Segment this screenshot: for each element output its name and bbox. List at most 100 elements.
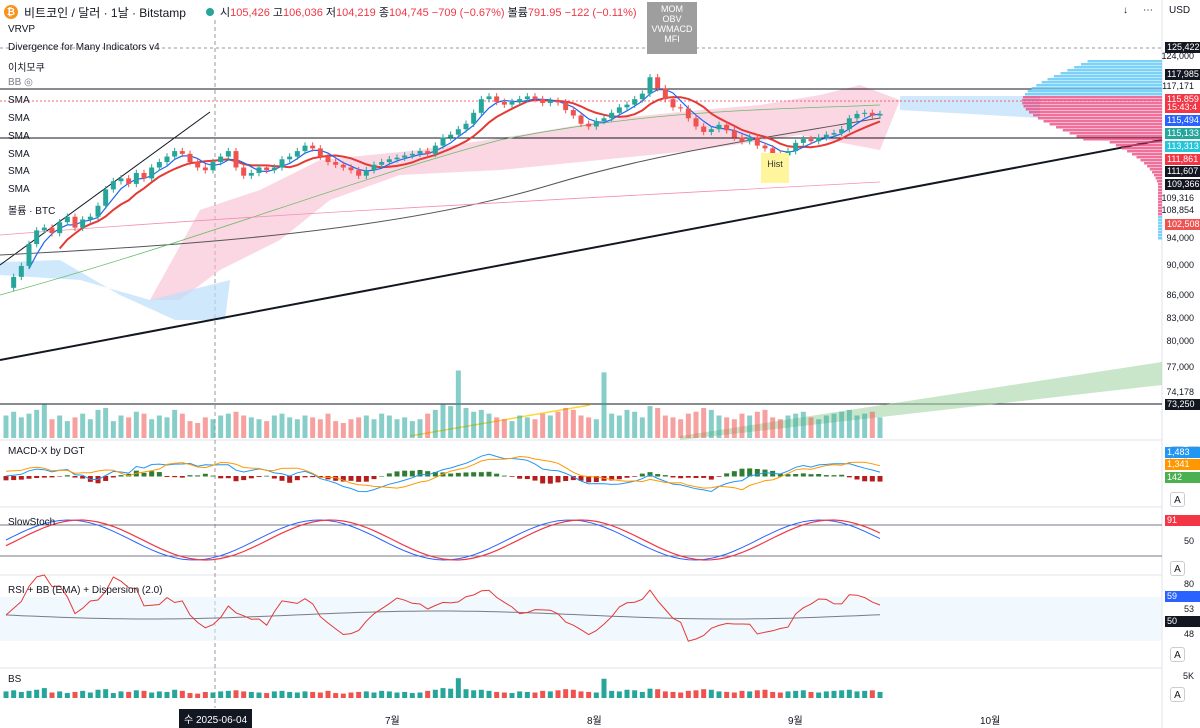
volume-bar <box>693 411 699 438</box>
candle-body <box>808 139 814 142</box>
macd-hist-bar <box>287 476 293 483</box>
candle-body <box>517 99 523 102</box>
candle-body <box>601 118 607 122</box>
rsi-basis-label: 50 <box>1165 616 1200 627</box>
macd-hist-bar <box>409 470 415 477</box>
indicator-sma-1[interactable]: SMA <box>8 95 30 106</box>
bs-bar <box>156 691 162 698</box>
ichimoku-cloud-blue-left <box>0 260 230 320</box>
volume-profile-bar <box>1158 210 1162 213</box>
volume-bar <box>478 409 484 438</box>
bs-bar <box>693 690 699 698</box>
candle-body <box>425 151 431 154</box>
volume-profile-bar <box>1158 219 1162 222</box>
indicator-bs[interactable]: BS <box>8 674 22 685</box>
volume-bar <box>471 411 477 438</box>
bs-bar <box>11 690 17 698</box>
bs-bar <box>586 691 592 698</box>
bs-bar <box>264 693 270 698</box>
candle-body <box>455 129 461 135</box>
candle-body <box>87 216 93 220</box>
bs-bar <box>256 692 262 698</box>
candle-body <box>869 112 875 116</box>
macd-hist-bar <box>371 476 377 480</box>
candle-body <box>202 167 208 171</box>
bs-bar <box>777 692 783 698</box>
candle-body <box>846 118 852 130</box>
candle-body <box>271 167 277 171</box>
candle-body <box>149 167 155 179</box>
candle-body <box>478 99 484 113</box>
volume-profile-bar <box>1056 126 1162 129</box>
bs-bar <box>563 689 569 698</box>
candle-body <box>509 101 515 105</box>
indicator-sma-2[interactable]: SMA <box>8 113 30 124</box>
volume-bar <box>839 411 845 438</box>
volume-bar <box>823 415 829 438</box>
candle-body <box>685 108 691 119</box>
stoch-auto-button[interactable]: A <box>1170 561 1185 576</box>
volume-profile-bar <box>1069 132 1162 135</box>
indicator-sma-4[interactable]: SMA <box>8 149 30 160</box>
price-label: 108,854 <box>1161 205 1194 215</box>
price-label: 83,000 <box>1166 313 1194 323</box>
scroll-down-icon[interactable]: ↓ <box>1123 5 1128 16</box>
bs-bar <box>724 691 730 698</box>
candle-body <box>831 133 837 135</box>
macd-auto-button[interactable]: A <box>1170 492 1185 507</box>
volume-profile-bar <box>1022 96 1162 99</box>
more-menu-icon[interactable]: ⋯ <box>1143 5 1153 16</box>
volume-bar <box>570 409 576 438</box>
volume-profile-bar <box>1158 207 1162 210</box>
bs-bar <box>770 691 776 698</box>
volume-bar <box>409 421 415 438</box>
macd-hist-bar <box>670 476 676 478</box>
volume-profile-bar <box>1158 231 1162 234</box>
macd-hist-bar <box>708 476 714 480</box>
rsi-auto-button[interactable]: A <box>1170 647 1185 662</box>
indicator-rsi[interactable]: RSI + BB (EMA) + Dispersion (2.0) <box>8 585 163 596</box>
candle-body <box>624 104 630 108</box>
candle-body <box>248 172 254 176</box>
indicator-sma-3[interactable]: SMA <box>8 131 30 142</box>
indicator-bb[interactable]: BB ◎ <box>8 77 33 88</box>
volume-bar <box>386 415 392 438</box>
indicator-sma-5[interactable]: SMA <box>8 166 30 177</box>
bs-bar <box>440 688 446 698</box>
rsi-axis-label: 80 <box>1183 579 1194 589</box>
indicator-sma-6[interactable]: SMA <box>8 184 30 195</box>
indicator-ichimoku[interactable]: 이치모쿠 <box>8 63 45 74</box>
indicator-stoch[interactable]: SlowStoch <box>8 517 56 528</box>
indicator-macd[interactable]: MACD-X by DGT <box>8 446 85 457</box>
indicator-vrvp[interactable]: VRVP <box>8 24 36 35</box>
volume-profile-bar <box>1158 228 1162 231</box>
volume-profile-bar <box>1158 237 1162 240</box>
candle-body <box>593 121 599 127</box>
macd-hist-bar <box>532 476 538 481</box>
macd-hist-bar <box>241 476 247 481</box>
macd-hist-bar <box>80 476 86 479</box>
bs-auto-button[interactable]: A <box>1170 687 1185 702</box>
symbol-title[interactable]: 비트코인 / 달러 · 1날 · Bitstamp <box>24 5 186 20</box>
volume-profile-bar <box>1144 162 1162 165</box>
candle-body <box>64 216 70 223</box>
macd-hist-bar <box>218 476 224 479</box>
volume-bar <box>877 417 883 438</box>
price-label: 111,607 <box>1165 166 1200 177</box>
candle-body <box>731 130 737 138</box>
candle-body <box>133 172 139 184</box>
volume-bar <box>402 417 408 438</box>
indicator-volume[interactable]: 볼륨 · BTC <box>8 206 56 217</box>
bs-bar <box>823 691 829 698</box>
volume-bar <box>808 417 814 438</box>
candle-body <box>647 77 653 94</box>
eye-hidden-icon[interactable]: ◎ <box>24 77 33 88</box>
volume-profile-bar <box>1136 156 1162 159</box>
indicator-divergence[interactable]: Divergence for Many Indicators v4 <box>8 42 160 53</box>
currency-label[interactable]: USD <box>1169 5 1191 16</box>
volume-profile-bar <box>1022 99 1162 102</box>
volume-bar <box>287 417 293 438</box>
volume-bar <box>716 415 722 438</box>
volume-profile-bar <box>1115 144 1162 147</box>
